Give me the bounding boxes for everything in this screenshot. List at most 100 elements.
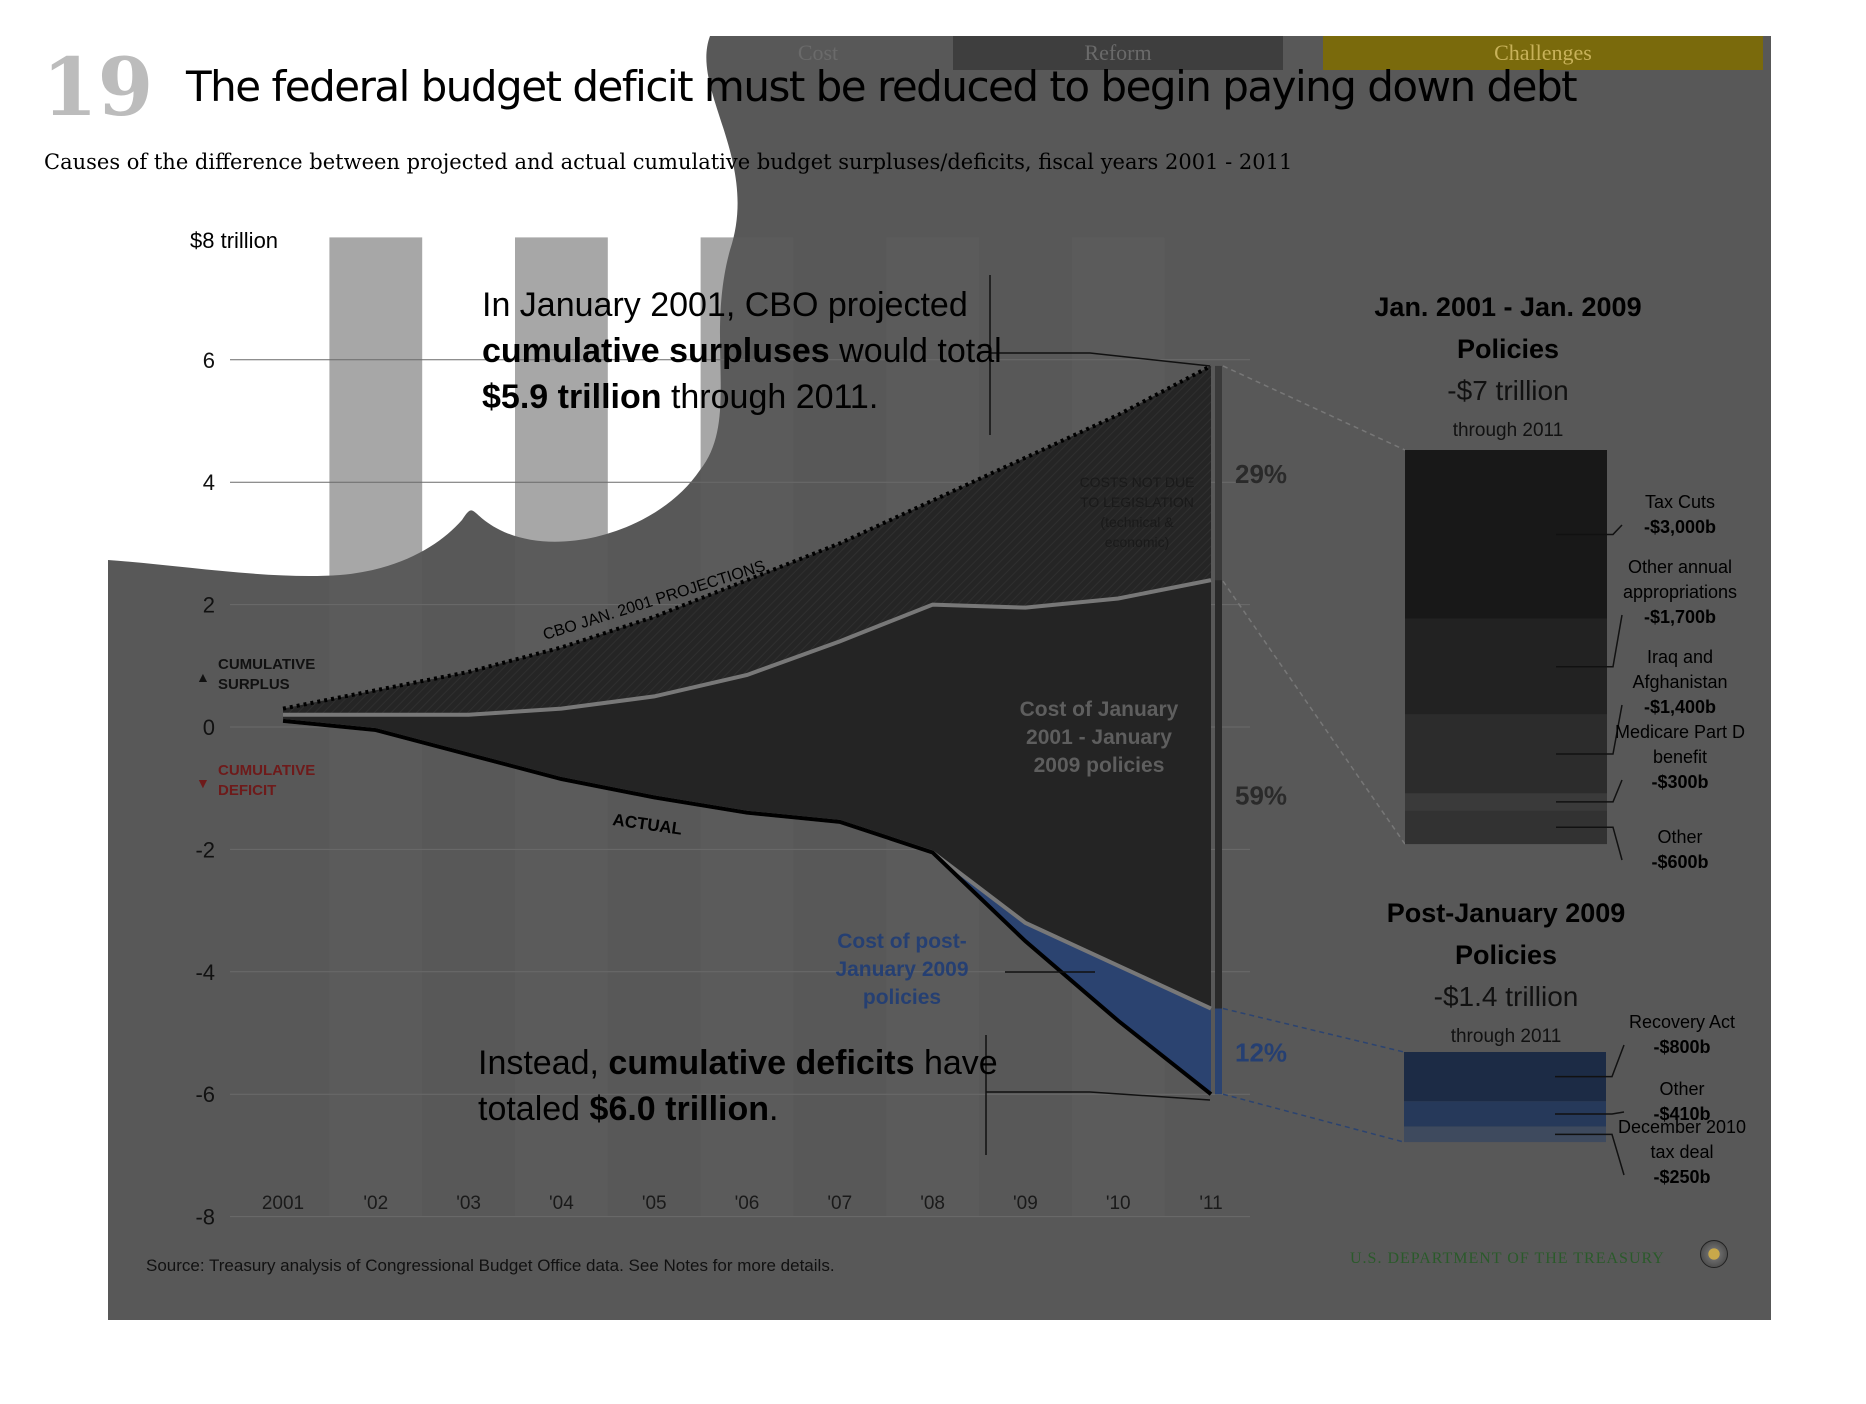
projection-callout-pre: In January 2001, CBO projected <box>482 286 968 324</box>
y-tick-label: 6 <box>203 348 215 373</box>
callout-leader-bottom <box>986 1091 1211 1101</box>
page-title: The federal budget deficit must be reduc… <box>186 62 1578 111</box>
y-tick-label: -4 <box>195 960 215 985</box>
projection-callout-bold2: $5.9 trillion <box>482 378 662 416</box>
source-note: Source: Treasury analysis of Congression… <box>146 1256 835 1275</box>
x-tick-label: '09 <box>1013 1193 1038 1214</box>
panel-sub: through 2011 <box>1453 420 1564 441</box>
projection-callout-mid: would total <box>829 332 1002 370</box>
x-tick-label: '02 <box>363 1193 388 1214</box>
legend-surplus: ▲ CUMULATIVE SURPLUS <box>196 655 326 695</box>
y-tick-label: 0 <box>203 715 215 740</box>
panel-heading: Jan. 2001 - Jan. 2009 <box>1374 292 1641 322</box>
panel-total: -$7 trillion <box>1447 375 1568 406</box>
segment-label: Medicare Part D <box>1615 722 1745 742</box>
segment-value: -$1,700b <box>1644 607 1716 627</box>
x-tick-label: '06 <box>735 1193 760 1214</box>
area-2001-2009-policies <box>283 580 1211 1009</box>
segment-label: appropriations <box>1623 582 1737 602</box>
segment-label: Tax Cuts <box>1645 492 1715 512</box>
segment-label: Other <box>1659 1079 1704 1099</box>
boundary-line-upper <box>283 578 1212 717</box>
y-tick-label: -8 <box>195 1205 215 1230</box>
x-tick-label: '05 <box>642 1193 667 1214</box>
chart: CBO JAN. 2001 PROJECTIONSACTUAL6420-2-4-… <box>195 237 1746 1230</box>
segment-leader <box>1555 1111 1625 1115</box>
y-unit-label: $8 trillion <box>190 228 279 253</box>
segment-leader <box>1555 1133 1625 1176</box>
segment-value: -$250b <box>1653 1167 1710 1187</box>
share-bar-costs-not-due <box>1215 365 1222 581</box>
x-tick-label: '10 <box>1106 1193 1131 1214</box>
segment-value: -$600b <box>1651 852 1708 872</box>
x-tick-label: '11 <box>1199 1193 1222 1214</box>
actual-callout-bold1: cumulative deficits <box>608 1044 915 1082</box>
segment-leader <box>1555 1044 1625 1078</box>
panel-heading-2: Policies <box>1455 940 1557 970</box>
share-bar-2001-2009 <box>1215 580 1222 1009</box>
x-tick-label: 2001 <box>262 1193 304 1214</box>
segment-value: -$1,400b <box>1644 697 1716 717</box>
segment-label: Other <box>1657 827 1702 847</box>
costs-not-due-label: COSTS NOT DUE TO LEGISLATION (technical … <box>1079 474 1195 550</box>
segment-label: Iraq and <box>1647 647 1713 667</box>
segment-label: Afghanistan <box>1632 672 1727 692</box>
segment-value: -$3,000b <box>1644 517 1716 537</box>
segment-label: Other annual <box>1628 557 1732 577</box>
actual-callout: Instead, cumulative deficits have totale… <box>478 1040 1018 1132</box>
segment-value: -$410b <box>1653 1104 1710 1124</box>
series-line-actual <box>282 718 1213 1096</box>
cost-post-2009-label: Cost of post-January 2009 policies <box>835 930 969 1009</box>
triangle-down-icon: ▼ <box>196 775 210 791</box>
triangle-up-icon: ▲ <box>196 669 210 685</box>
actual-callout-mid: have totaled <box>478 1044 998 1128</box>
series-line-projection <box>282 364 1212 711</box>
x-tick-label: '07 <box>827 1193 852 1214</box>
segment-label: Recovery Act <box>1629 1012 1735 1032</box>
panel-segment <box>1404 1126 1606 1143</box>
slide-number: 19 <box>42 40 154 134</box>
cost-2001-2009-label: Cost of January 2001 - January 2009 poli… <box>1019 698 1179 777</box>
share-bar-post-2009 <box>1215 1008 1222 1095</box>
projection-callout: In January 2001, CBO projected cumulativ… <box>482 282 1022 420</box>
y-tick-label: 4 <box>203 470 215 495</box>
label-actual-line: ACTUAL <box>611 810 683 839</box>
segment-leader <box>1556 524 1623 536</box>
segment-leader <box>1556 779 1623 803</box>
x-tick-label: '08 <box>920 1193 945 1214</box>
projection-callout-post: through 2011. <box>661 378 879 416</box>
panel-segment <box>1405 793 1607 811</box>
legend-deficit-label: CUMULATIVE DEFICIT <box>218 762 316 799</box>
panel-heading: Post-January 2009 <box>1387 898 1626 928</box>
page-subtitle: Causes of the difference between project… <box>44 150 1293 174</box>
actual-callout-pre: Instead, <box>478 1044 609 1082</box>
x-tick-label: '03 <box>456 1193 481 1214</box>
share-label: 12% <box>1235 1037 1287 1067</box>
segment-leader <box>1556 614 1623 668</box>
segment-label: benefit <box>1653 747 1707 767</box>
segment-value: -$800b <box>1653 1037 1710 1057</box>
nav-tab-reform[interactable]: Reform <box>953 36 1283 70</box>
callout-leader-top <box>990 352 1211 367</box>
panel-total: -$1.4 trillion <box>1434 981 1579 1012</box>
segment-value: -$300b <box>1651 772 1708 792</box>
nav-tab-cost[interactable]: Cost <box>797 40 839 65</box>
zoom-line <box>1222 365 1406 451</box>
actual-callout-bold2: $6.0 trillion <box>589 1090 770 1128</box>
nav-tab-challenges[interactable]: Challenges <box>1323 36 1763 70</box>
y-tick-label: -6 <box>195 1082 215 1107</box>
segment-leader <box>1556 826 1623 861</box>
projection-callout-bold1: cumulative surpluses <box>482 332 830 370</box>
actual-callout-post: . <box>769 1090 779 1128</box>
area-costs-not-due <box>283 365 1211 715</box>
share-label: 29% <box>1235 459 1287 489</box>
panel-heading-2: Policies <box>1457 334 1559 364</box>
panel-sub: through 2011 <box>1451 1026 1562 1047</box>
segment-label: tax deal <box>1650 1142 1713 1162</box>
y-tick-label: 2 <box>203 593 215 618</box>
agency-name: U.S. DEPARTMENT OF THE TREASURY <box>1350 1250 1665 1267</box>
legend-deficit: ▼ CUMULATIVE DEFICIT <box>196 761 326 801</box>
segment-leader <box>1556 704 1623 755</box>
legend-surplus-label: CUMULATIVE SURPLUS <box>218 656 316 693</box>
